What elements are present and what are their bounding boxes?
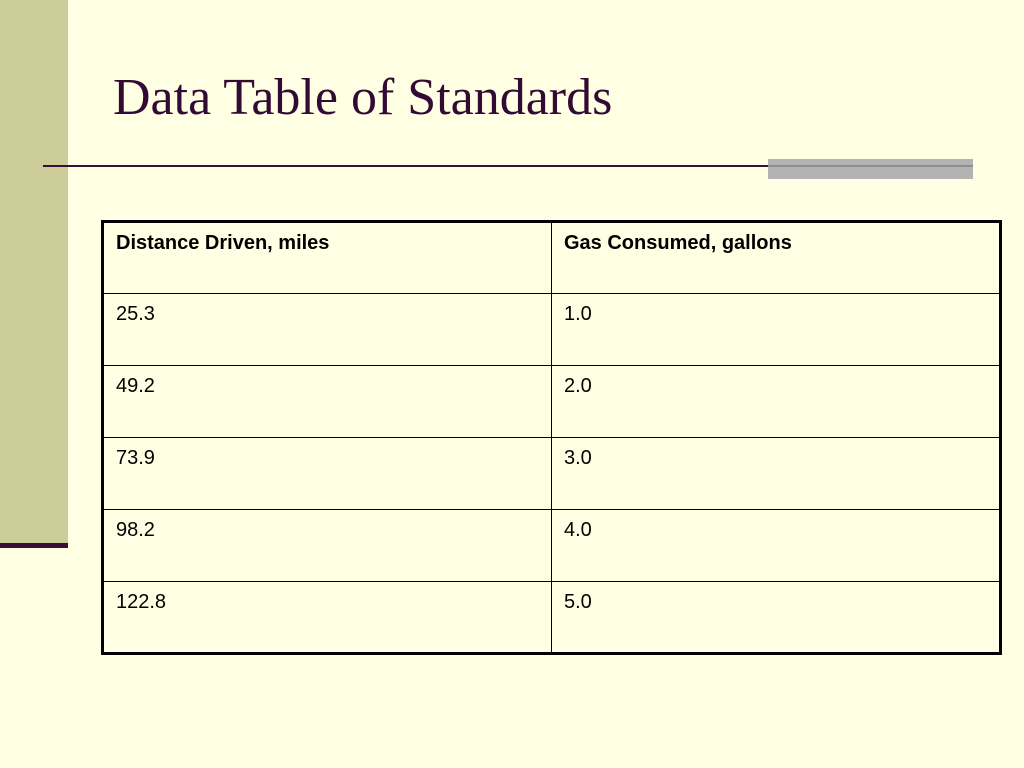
cell-gas: 2.0 — [551, 365, 1001, 438]
cell-gas: 3.0 — [551, 437, 1001, 510]
table-row: 49.2 2.0 — [102, 365, 1001, 438]
side-bar-accent-line — [0, 543, 68, 548]
cell-distance: 122.8 — [102, 581, 552, 654]
cell-gas: 4.0 — [551, 509, 1001, 582]
cell-distance: 98.2 — [102, 509, 552, 582]
cell-gas: 5.0 — [551, 581, 1001, 654]
standards-table: Distance Driven, miles Gas Consumed, gal… — [101, 220, 1002, 655]
left-side-bar — [0, 0, 68, 547]
cell-distance: 73.9 — [102, 437, 552, 510]
table-header-row: Distance Driven, miles Gas Consumed, gal… — [102, 221, 1001, 294]
slide-title: Data Table of Standards — [113, 69, 613, 126]
table-row: 122.8 5.0 — [102, 581, 1001, 654]
cell-gas: 1.0 — [551, 293, 1001, 366]
title-divider — [43, 165, 973, 167]
header-distance: Distance Driven, miles — [102, 221, 552, 294]
table-row: 25.3 1.0 — [102, 293, 1001, 366]
table-row: 98.2 4.0 — [102, 509, 1001, 582]
header-gas: Gas Consumed, gallons — [551, 221, 1001, 294]
table-row: 73.9 3.0 — [102, 437, 1001, 510]
cell-distance: 25.3 — [102, 293, 552, 366]
title-divider-accent — [768, 159, 973, 179]
cell-distance: 49.2 — [102, 365, 552, 438]
